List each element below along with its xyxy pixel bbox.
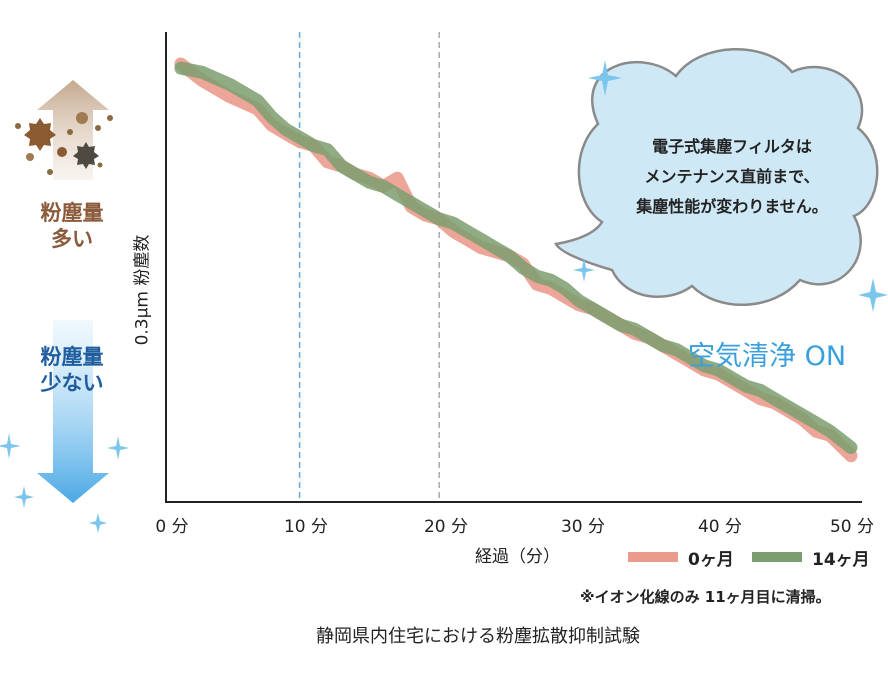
legend-label-0: 0ヶ月 bbox=[688, 550, 734, 570]
y-axis-label: 0.3μm 粉塵数 bbox=[132, 234, 153, 346]
dust-less-line2: 少ない bbox=[40, 371, 104, 395]
sparkle-icon bbox=[0, 433, 21, 459]
x-axis-label: 経過（分） bbox=[475, 547, 560, 567]
sparkle-icon bbox=[89, 513, 107, 533]
x-tick-label: 10 分 bbox=[283, 517, 329, 537]
sparkle-icon bbox=[14, 486, 34, 508]
dust-more-label: 粉塵量 多い bbox=[24, 200, 120, 252]
dust-particles-icon bbox=[15, 112, 113, 175]
legend-swatch-14 bbox=[752, 552, 802, 562]
sparkle-icon bbox=[573, 258, 595, 282]
footnote: ※イオン化線のみ 11ヶ月目に清掃。 bbox=[580, 588, 831, 606]
bubble-text: 電子式集塵フィルタは メンテナンス直前まで、 集塵性能が変わりません。 bbox=[614, 132, 850, 222]
bubble-line-2: メンテナンス直前まで、 bbox=[644, 167, 820, 186]
dust-less-arrow bbox=[37, 320, 109, 503]
x-tick-label: 40 分 bbox=[697, 517, 743, 537]
series-line-14-month bbox=[174, 61, 858, 454]
x-tick-label: 20 分 bbox=[423, 517, 469, 537]
air-clean-label: 空気清浄 ON bbox=[688, 341, 847, 372]
series-layer bbox=[174, 57, 858, 463]
speech-bubble bbox=[554, 47, 879, 306]
dust-less-label: 粉塵量 少ない bbox=[24, 344, 120, 396]
x-tick-label: 30 分 bbox=[560, 517, 606, 537]
legend-label-14: 14ヶ月 bbox=[812, 550, 870, 570]
dust-more-line1: 粉塵量 bbox=[40, 201, 104, 225]
x-tick-label: 50 分 bbox=[829, 517, 875, 537]
x-tick-label: 0 分 bbox=[155, 517, 189, 537]
sparkle-icon bbox=[588, 60, 622, 96]
sparkle-icon bbox=[107, 436, 129, 460]
dust-less-line1: 粉塵量 bbox=[40, 345, 104, 369]
sparkle-icons bbox=[0, 60, 888, 533]
bubble-line-3: 集塵性能が変わりません。 bbox=[636, 197, 828, 216]
bubble-line-1: 電子式集塵フィルタは bbox=[652, 137, 812, 156]
sparkle-icon bbox=[858, 278, 888, 312]
chart-title: 静岡県内住宅における粉塵拡散抑制試験 bbox=[316, 626, 640, 647]
dust-more-line2: 多い bbox=[51, 227, 93, 251]
legend-swatch-0 bbox=[628, 552, 678, 562]
